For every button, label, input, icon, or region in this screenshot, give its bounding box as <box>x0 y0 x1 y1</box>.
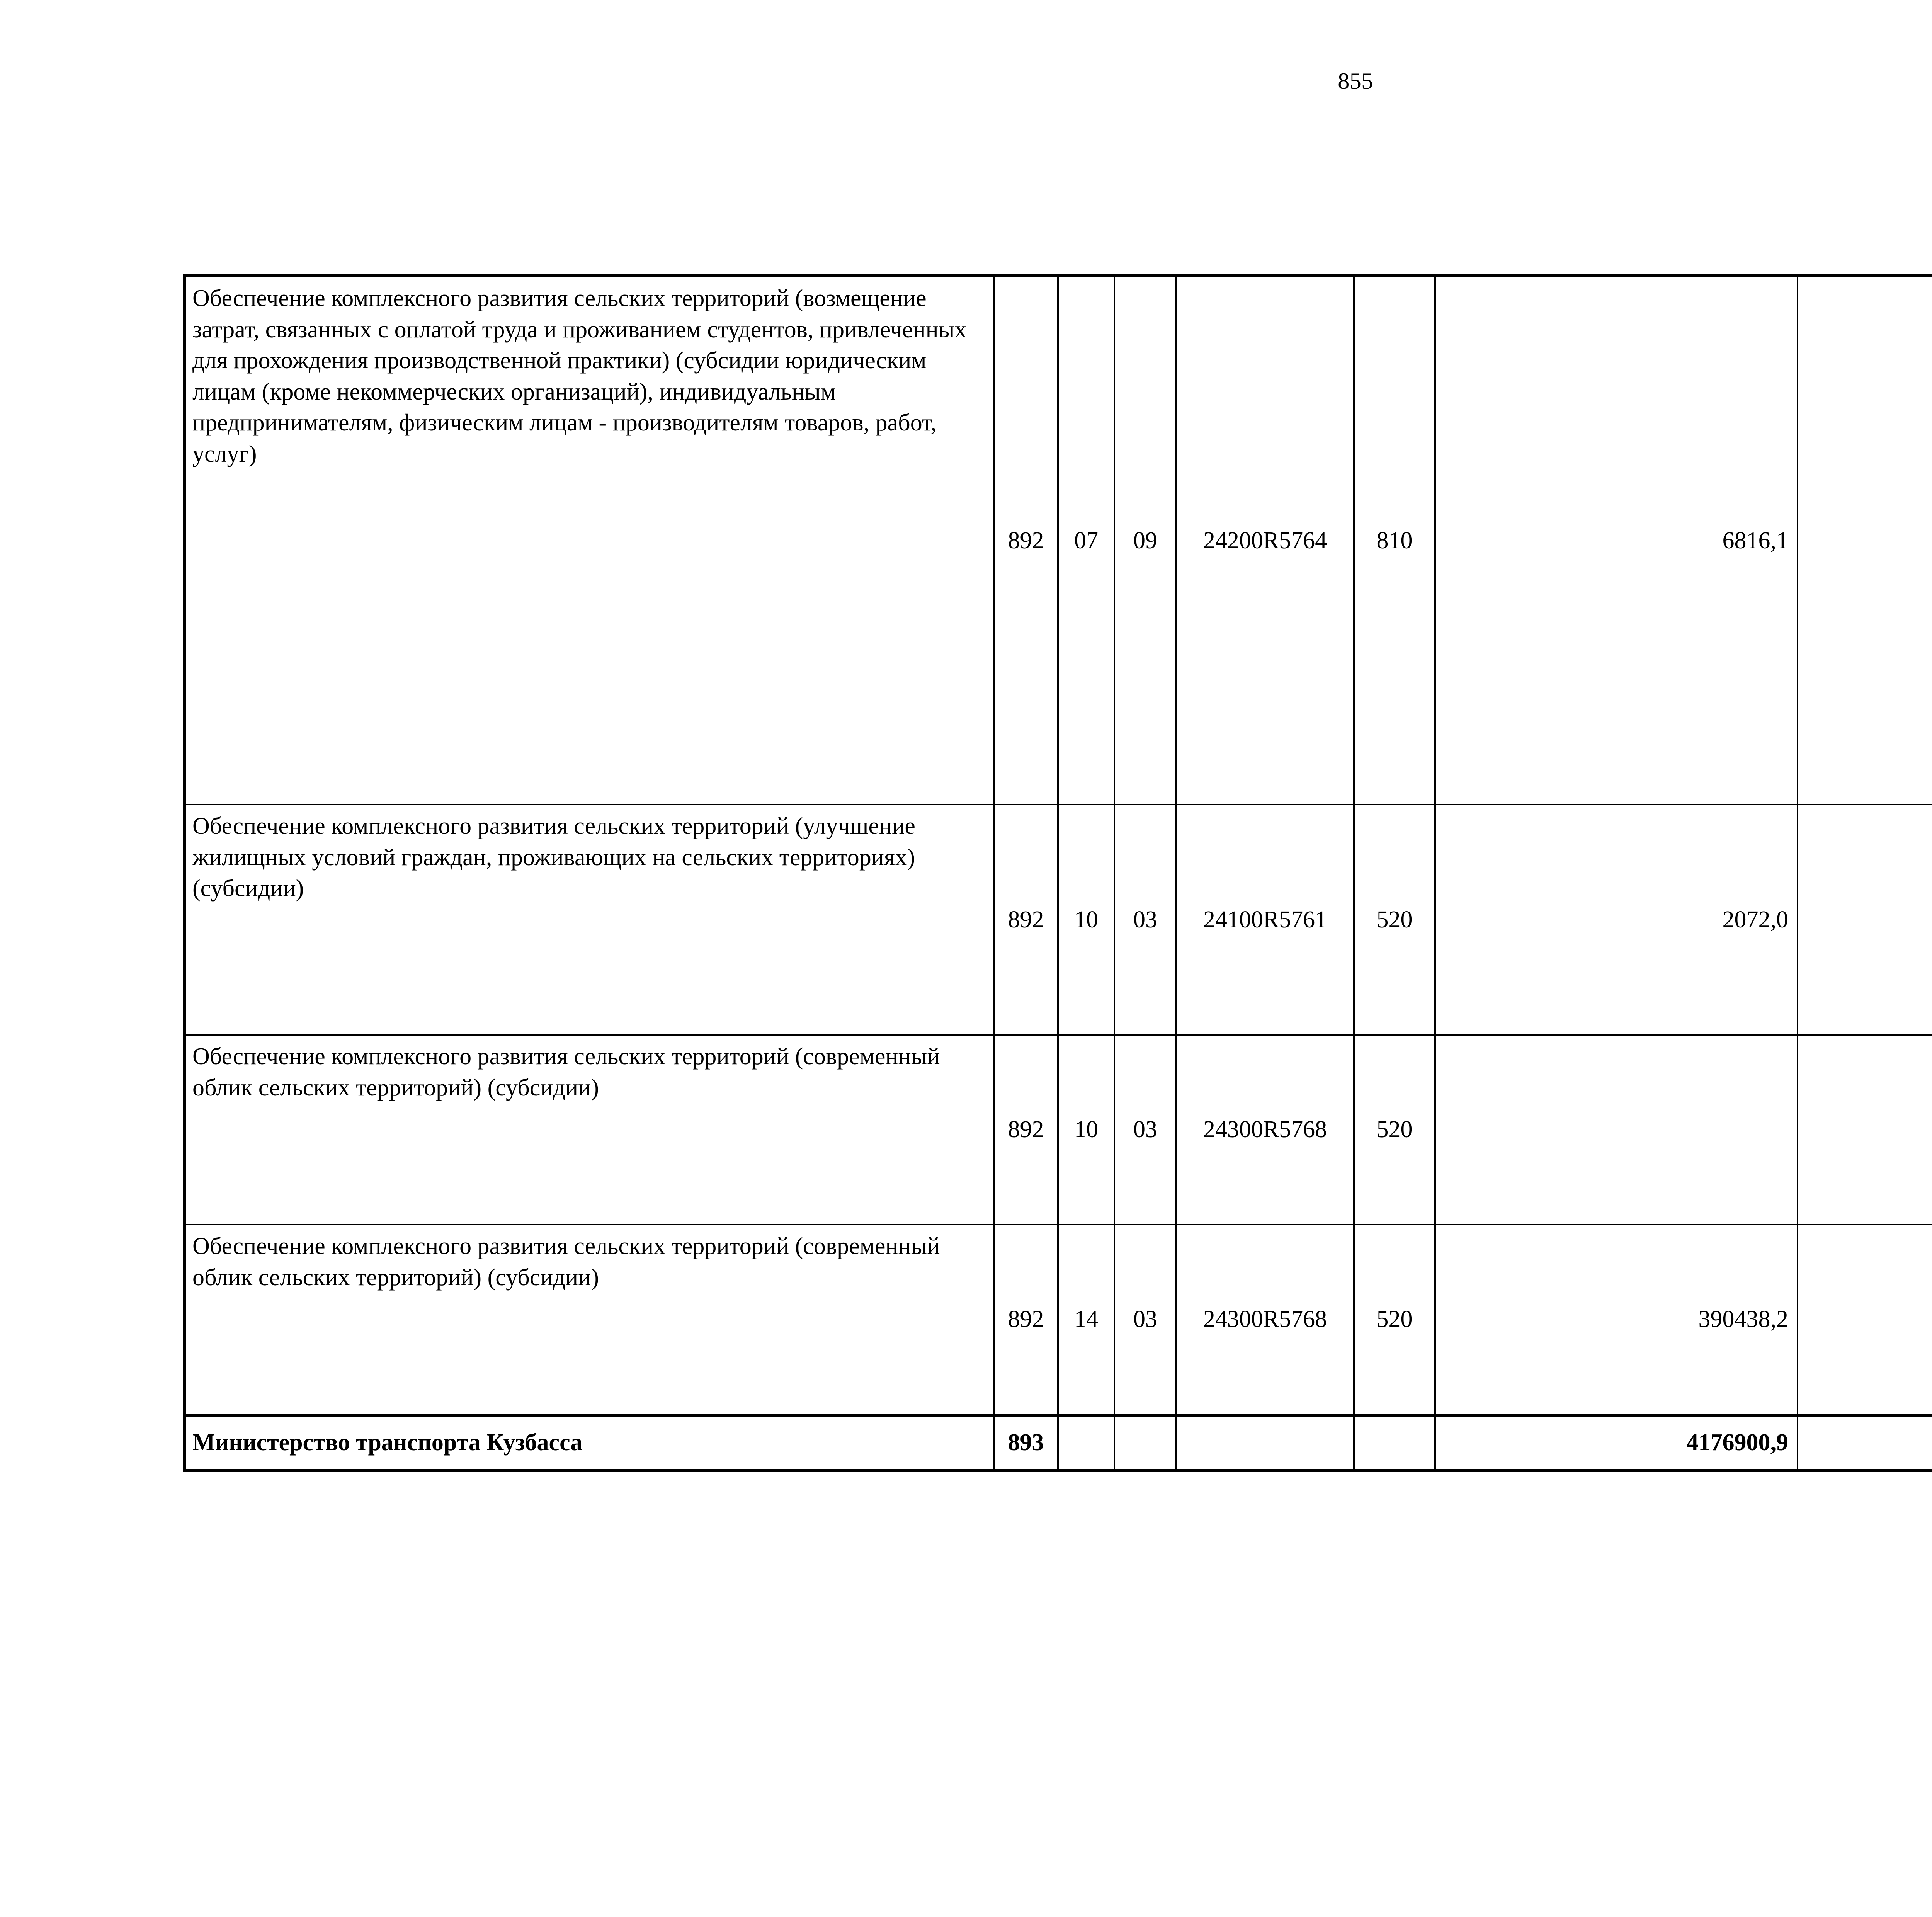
table-row: Обеспечение комплексного развития сельск… <box>184 275 1932 805</box>
row-vid-cell: 520 <box>1353 1224 1436 1416</box>
row-name-cell: Обеспечение комплексного развития сельск… <box>184 1224 995 1416</box>
row-podrazdel-cell: 09 <box>1114 275 1177 805</box>
row-razdel-cell: 10 <box>1057 804 1115 1036</box>
total-vid-cell <box>1353 1414 1436 1472</box>
row-value1-cell: 6816,1 <box>1434 275 1798 805</box>
row-podrazdel-cell: 03 <box>1114 1034 1177 1225</box>
row-vedomstvo-cell: 892 <box>993 804 1059 1036</box>
total-podrazdel-cell <box>1114 1414 1177 1472</box>
row-podrazdel-cell: 03 <box>1114 1224 1177 1416</box>
total-value2-cell: 3143876,3 <box>1797 1414 1932 1472</box>
row-vid-cell: 520 <box>1353 1034 1436 1225</box>
row-value2-cell: 7073,2 <box>1797 275 1932 805</box>
total-target-cell <box>1175 1414 1355 1472</box>
total-value1-cell: 4176900,9 <box>1434 1414 1798 1472</box>
row-vedomstvo-cell: 892 <box>993 1034 1059 1225</box>
row-value1-cell: 2072,0 <box>1434 804 1798 1036</box>
row-value2-cell: 2915,2 <box>1797 804 1932 1036</box>
row-target-cell: 24200R5764 <box>1175 275 1355 805</box>
row-vid-cell: 520 <box>1353 804 1436 1036</box>
row-vid-cell: 810 <box>1353 275 1436 805</box>
table-total-row: Министерство транспорта Кузбасса 893 417… <box>184 1414 1932 1472</box>
total-name-cell: Министерство транспорта Кузбасса <box>184 1414 995 1472</box>
page-number: 855 <box>1338 68 1373 94</box>
row-target-cell: 24300R5768 <box>1175 1034 1355 1225</box>
row-razdel-cell: 10 <box>1057 1034 1115 1225</box>
budget-allocations-table: Обеспечение комплексного развития сельск… <box>183 274 1932 1472</box>
total-razdel-cell <box>1057 1414 1115 1472</box>
row-value1-cell <box>1434 1034 1798 1225</box>
row-razdel-cell: 14 <box>1057 1224 1115 1416</box>
total-vedomstvo-cell: 893 <box>993 1414 1059 1472</box>
row-target-cell: 24100R5761 <box>1175 804 1355 1036</box>
table-row: Обеспечение комплексного развития сельск… <box>184 1224 1932 1416</box>
row-vedomstvo-cell: 892 <box>993 1224 1059 1416</box>
row-target-cell: 24300R5768 <box>1175 1224 1355 1416</box>
row-value1-cell: 390438,2 <box>1434 1224 1798 1416</box>
row-value2-cell: 254490,1 <box>1797 1034 1932 1225</box>
row-name-cell: Обеспечение комплексного развития сельск… <box>184 275 995 805</box>
row-name-cell: Обеспечение комплексного развития сельск… <box>184 1034 995 1225</box>
row-podrazdel-cell: 03 <box>1114 804 1177 1036</box>
table-row: Обеспечение комплексного развития сельск… <box>184 1034 1932 1225</box>
table-row: Обеспечение комплексного развития сельск… <box>184 804 1932 1036</box>
row-value2-cell: 207727,1 <box>1797 1224 1932 1416</box>
row-vedomstvo-cell: 892 <box>993 275 1059 805</box>
row-razdel-cell: 07 <box>1057 275 1115 805</box>
row-name-cell: Обеспечение комплексного развития сельск… <box>184 804 995 1036</box>
